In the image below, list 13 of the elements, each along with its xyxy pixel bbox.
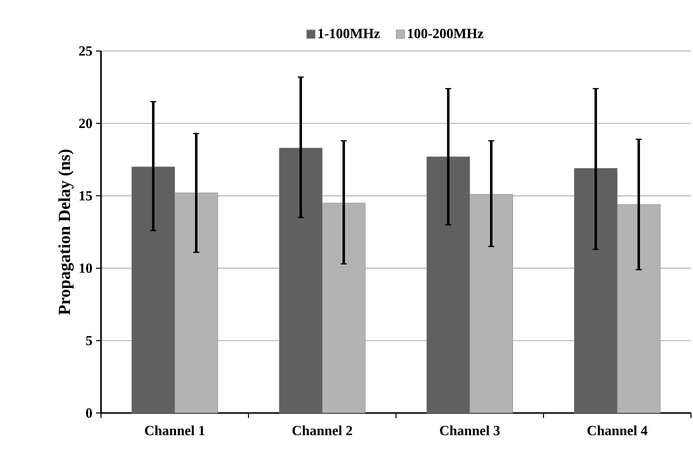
y-tick-label: 5 <box>86 336 92 346</box>
x-tick-label: Channel 2 <box>292 425 352 436</box>
y-tick-label: 25 <box>79 46 92 56</box>
y-tick-label: 10 <box>80 263 92 273</box>
x-tick-label: Channel 4 <box>588 425 648 436</box>
legend-label: 100-200MHz <box>408 28 484 38</box>
y-tick-label: 15 <box>80 191 92 200</box>
x-tick-label: Channel 1 <box>145 425 204 436</box>
y-tick-label: 0 <box>86 408 92 418</box>
y-tick-label: 20 <box>79 118 92 128</box>
legend-label: 1-100MHz <box>318 28 380 38</box>
y-axis-title: Propagation Delay (ns) <box>58 150 74 315</box>
x-tick-label: Channel 3 <box>440 425 500 436</box>
